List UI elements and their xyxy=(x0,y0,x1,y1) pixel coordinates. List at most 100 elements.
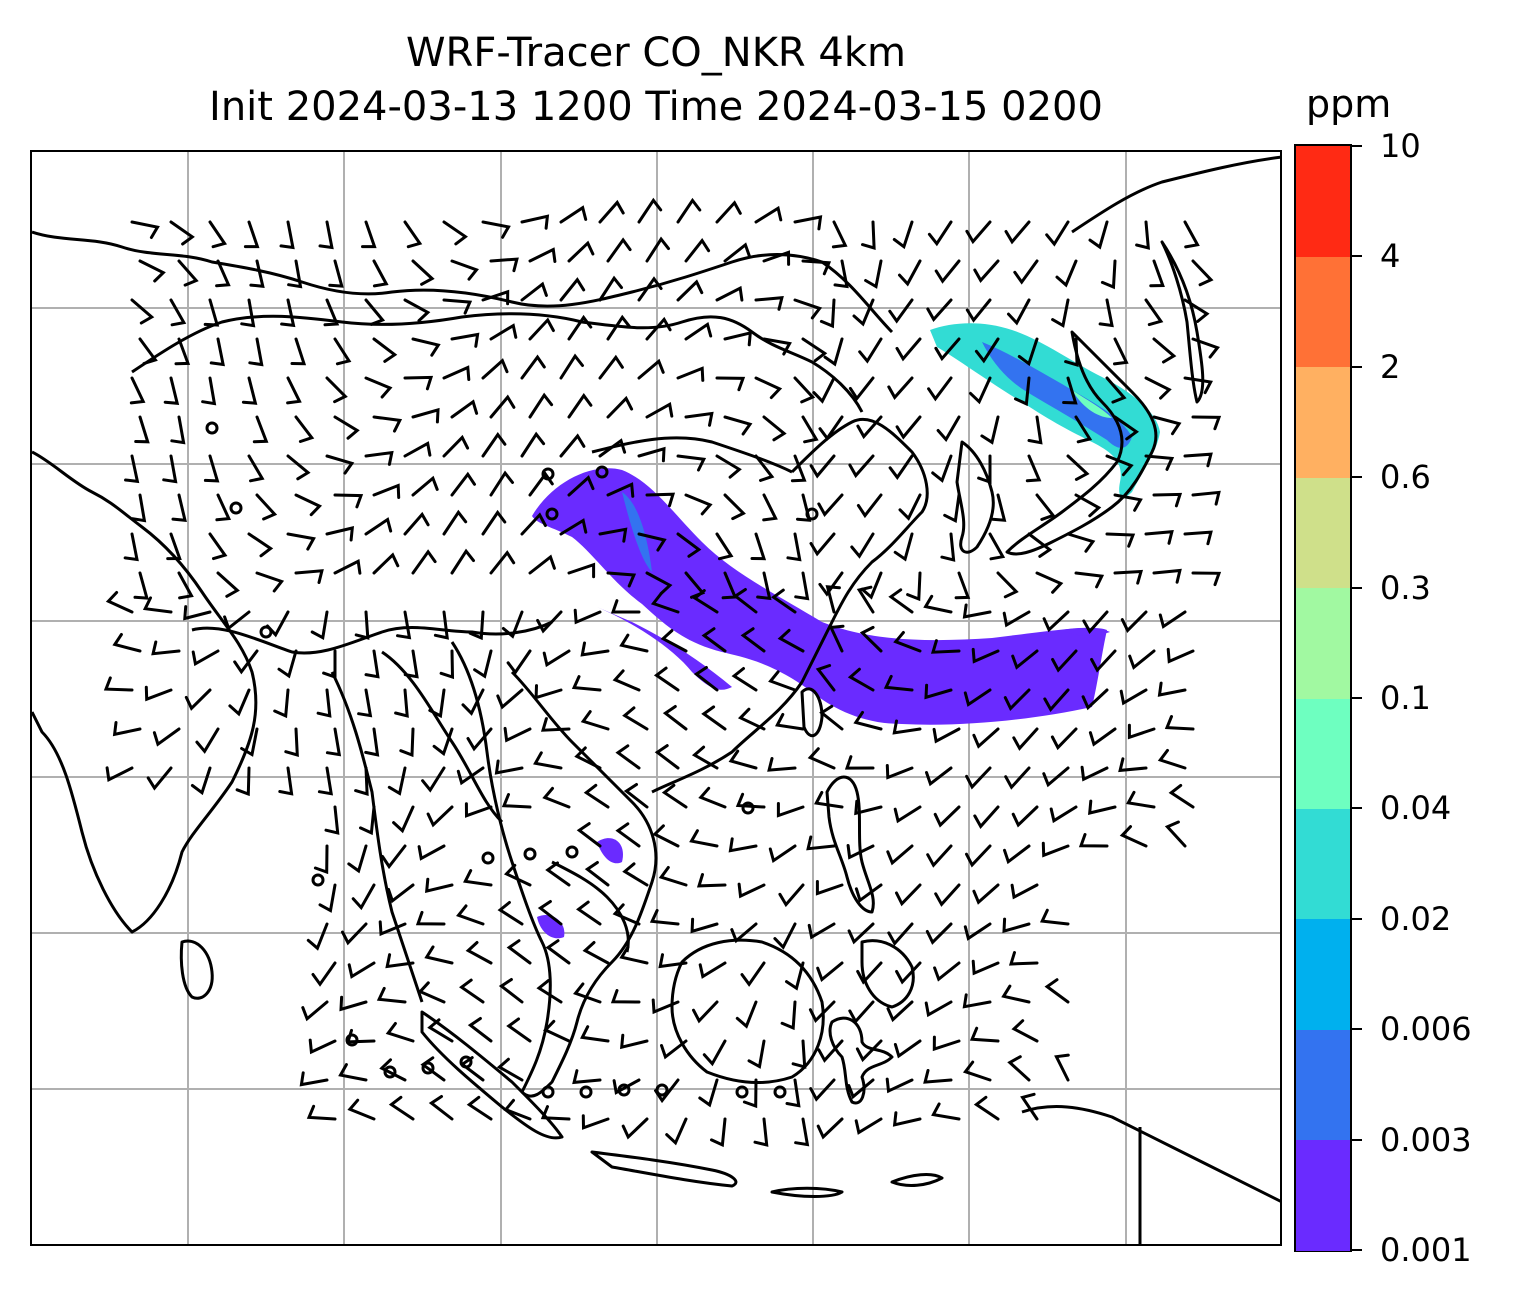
wind-barb xyxy=(123,532,139,562)
wind-barb xyxy=(1100,259,1117,290)
colorbar-segment xyxy=(1296,146,1350,257)
wind-barb xyxy=(619,945,649,965)
wind-barb xyxy=(456,766,485,786)
wind-barb xyxy=(637,276,663,302)
wind-barb xyxy=(411,259,435,286)
wind-barb xyxy=(969,1026,1000,1043)
wind-barb xyxy=(1007,298,1031,326)
wind-barb xyxy=(341,922,368,946)
wind-barb xyxy=(926,298,953,322)
wind-barb xyxy=(888,298,914,324)
wind-barb xyxy=(923,1069,953,1084)
wind-barb xyxy=(847,922,875,945)
coast-russia-east xyxy=(1071,155,1280,234)
wind-barb xyxy=(177,259,199,287)
calm-wind-circle xyxy=(481,851,495,865)
wind-barb xyxy=(649,909,680,926)
plume-small-2 xyxy=(537,914,565,939)
wind-barb xyxy=(1080,765,1109,782)
calm-wind-circles xyxy=(205,421,819,1099)
wind-barb xyxy=(432,727,454,757)
wind-barb xyxy=(1002,917,1031,934)
coast-borneo xyxy=(670,938,825,1084)
wind-barb xyxy=(754,454,775,482)
wind-barb xyxy=(134,415,150,444)
coastlines xyxy=(32,155,1280,1244)
wind-barb xyxy=(351,883,376,911)
wind-barb xyxy=(1157,748,1187,770)
colorbar-segment xyxy=(1296,366,1350,478)
wind-barb xyxy=(1081,688,1109,711)
wind-barb xyxy=(536,610,563,634)
coast-timor xyxy=(890,1173,944,1187)
wind-barb xyxy=(754,296,784,311)
colorbar-tick xyxy=(1352,255,1362,258)
wind-barb xyxy=(620,1033,649,1050)
wind-barb xyxy=(1152,415,1182,436)
wind-barb xyxy=(710,1117,727,1148)
wind-barb xyxy=(463,869,493,887)
wind-barb xyxy=(1066,532,1096,553)
wind-barb xyxy=(306,1104,337,1121)
wind-barb xyxy=(645,236,670,263)
wind-barb xyxy=(403,649,419,679)
colorbar-tick-label: 0.6 xyxy=(1380,458,1431,497)
wind-barb xyxy=(816,1117,844,1140)
wind-barb xyxy=(540,1105,571,1121)
wind-barb xyxy=(333,559,362,575)
wind-barb xyxy=(520,431,546,458)
wind-barb xyxy=(723,415,753,436)
wind-barb xyxy=(814,791,844,809)
wind-barb xyxy=(847,667,875,692)
wind-barb xyxy=(280,298,296,328)
wind-barb xyxy=(652,824,680,848)
wind-barb xyxy=(528,247,557,263)
wind-barb xyxy=(623,783,649,809)
wind-barb xyxy=(294,493,323,517)
wind-barb xyxy=(403,441,432,458)
map-panel[interactable] xyxy=(30,150,1282,1246)
wind-barb xyxy=(403,298,431,323)
colorbar-segment xyxy=(1296,1139,1350,1251)
wind-barb xyxy=(394,688,409,718)
wind-barb xyxy=(215,259,231,288)
calm-wind-circle xyxy=(259,625,273,639)
wind-barb xyxy=(768,844,797,864)
wind-barb xyxy=(1010,883,1039,900)
wind-barb xyxy=(433,610,449,640)
wind-barb xyxy=(142,596,173,614)
wind-barb xyxy=(823,337,844,367)
wind-barb xyxy=(1183,452,1213,468)
wind-barb xyxy=(240,727,259,757)
wind-barb xyxy=(684,238,711,263)
wind-barb xyxy=(1003,688,1031,711)
wind-barb xyxy=(856,415,883,440)
wind-barb xyxy=(612,669,641,692)
wind-barb xyxy=(428,1095,454,1121)
wind-barb xyxy=(325,454,355,475)
wind-barb xyxy=(762,493,778,522)
coast-mindanao xyxy=(860,939,915,1009)
wind-barb xyxy=(698,1078,719,1108)
wind-barb xyxy=(793,215,823,231)
wind-barb xyxy=(778,883,805,908)
wind-barb xyxy=(338,1063,368,1082)
wind-barb xyxy=(848,1000,875,1024)
wind-barb xyxy=(610,599,641,614)
wind-barb xyxy=(580,710,610,731)
calm-wind-circle xyxy=(523,847,537,861)
wind-barb xyxy=(933,961,961,982)
wind-barb xyxy=(372,259,389,288)
wind-barb xyxy=(1164,820,1187,848)
wind-barb xyxy=(372,552,400,575)
calm-wind-circle xyxy=(541,467,555,481)
wind-barb xyxy=(233,649,259,675)
wind-barb xyxy=(1098,298,1114,328)
wind-barb xyxy=(359,805,376,836)
wind-barb xyxy=(887,922,914,946)
wind-barb xyxy=(1088,727,1117,747)
wind-barb xyxy=(388,1095,415,1121)
wind-barb xyxy=(1025,454,1042,483)
wind-barb xyxy=(170,415,186,445)
calm-wind-circle xyxy=(229,501,243,515)
